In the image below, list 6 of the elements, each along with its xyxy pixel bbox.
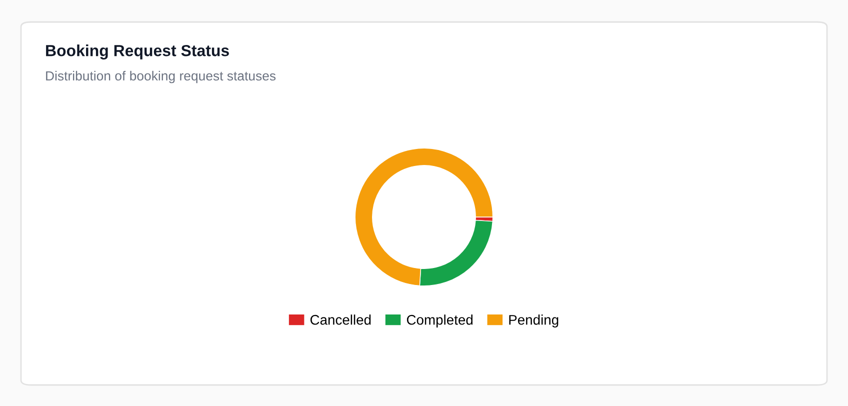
legend-label: Completed [406,314,473,328]
legend-label: Pending [509,314,558,328]
legend-label: Cancelled [310,314,371,325]
text: Booking Request Status [46,44,229,60]
text: Distribution of booking request statuses [46,70,276,84]
donut-slice [354,148,494,286]
